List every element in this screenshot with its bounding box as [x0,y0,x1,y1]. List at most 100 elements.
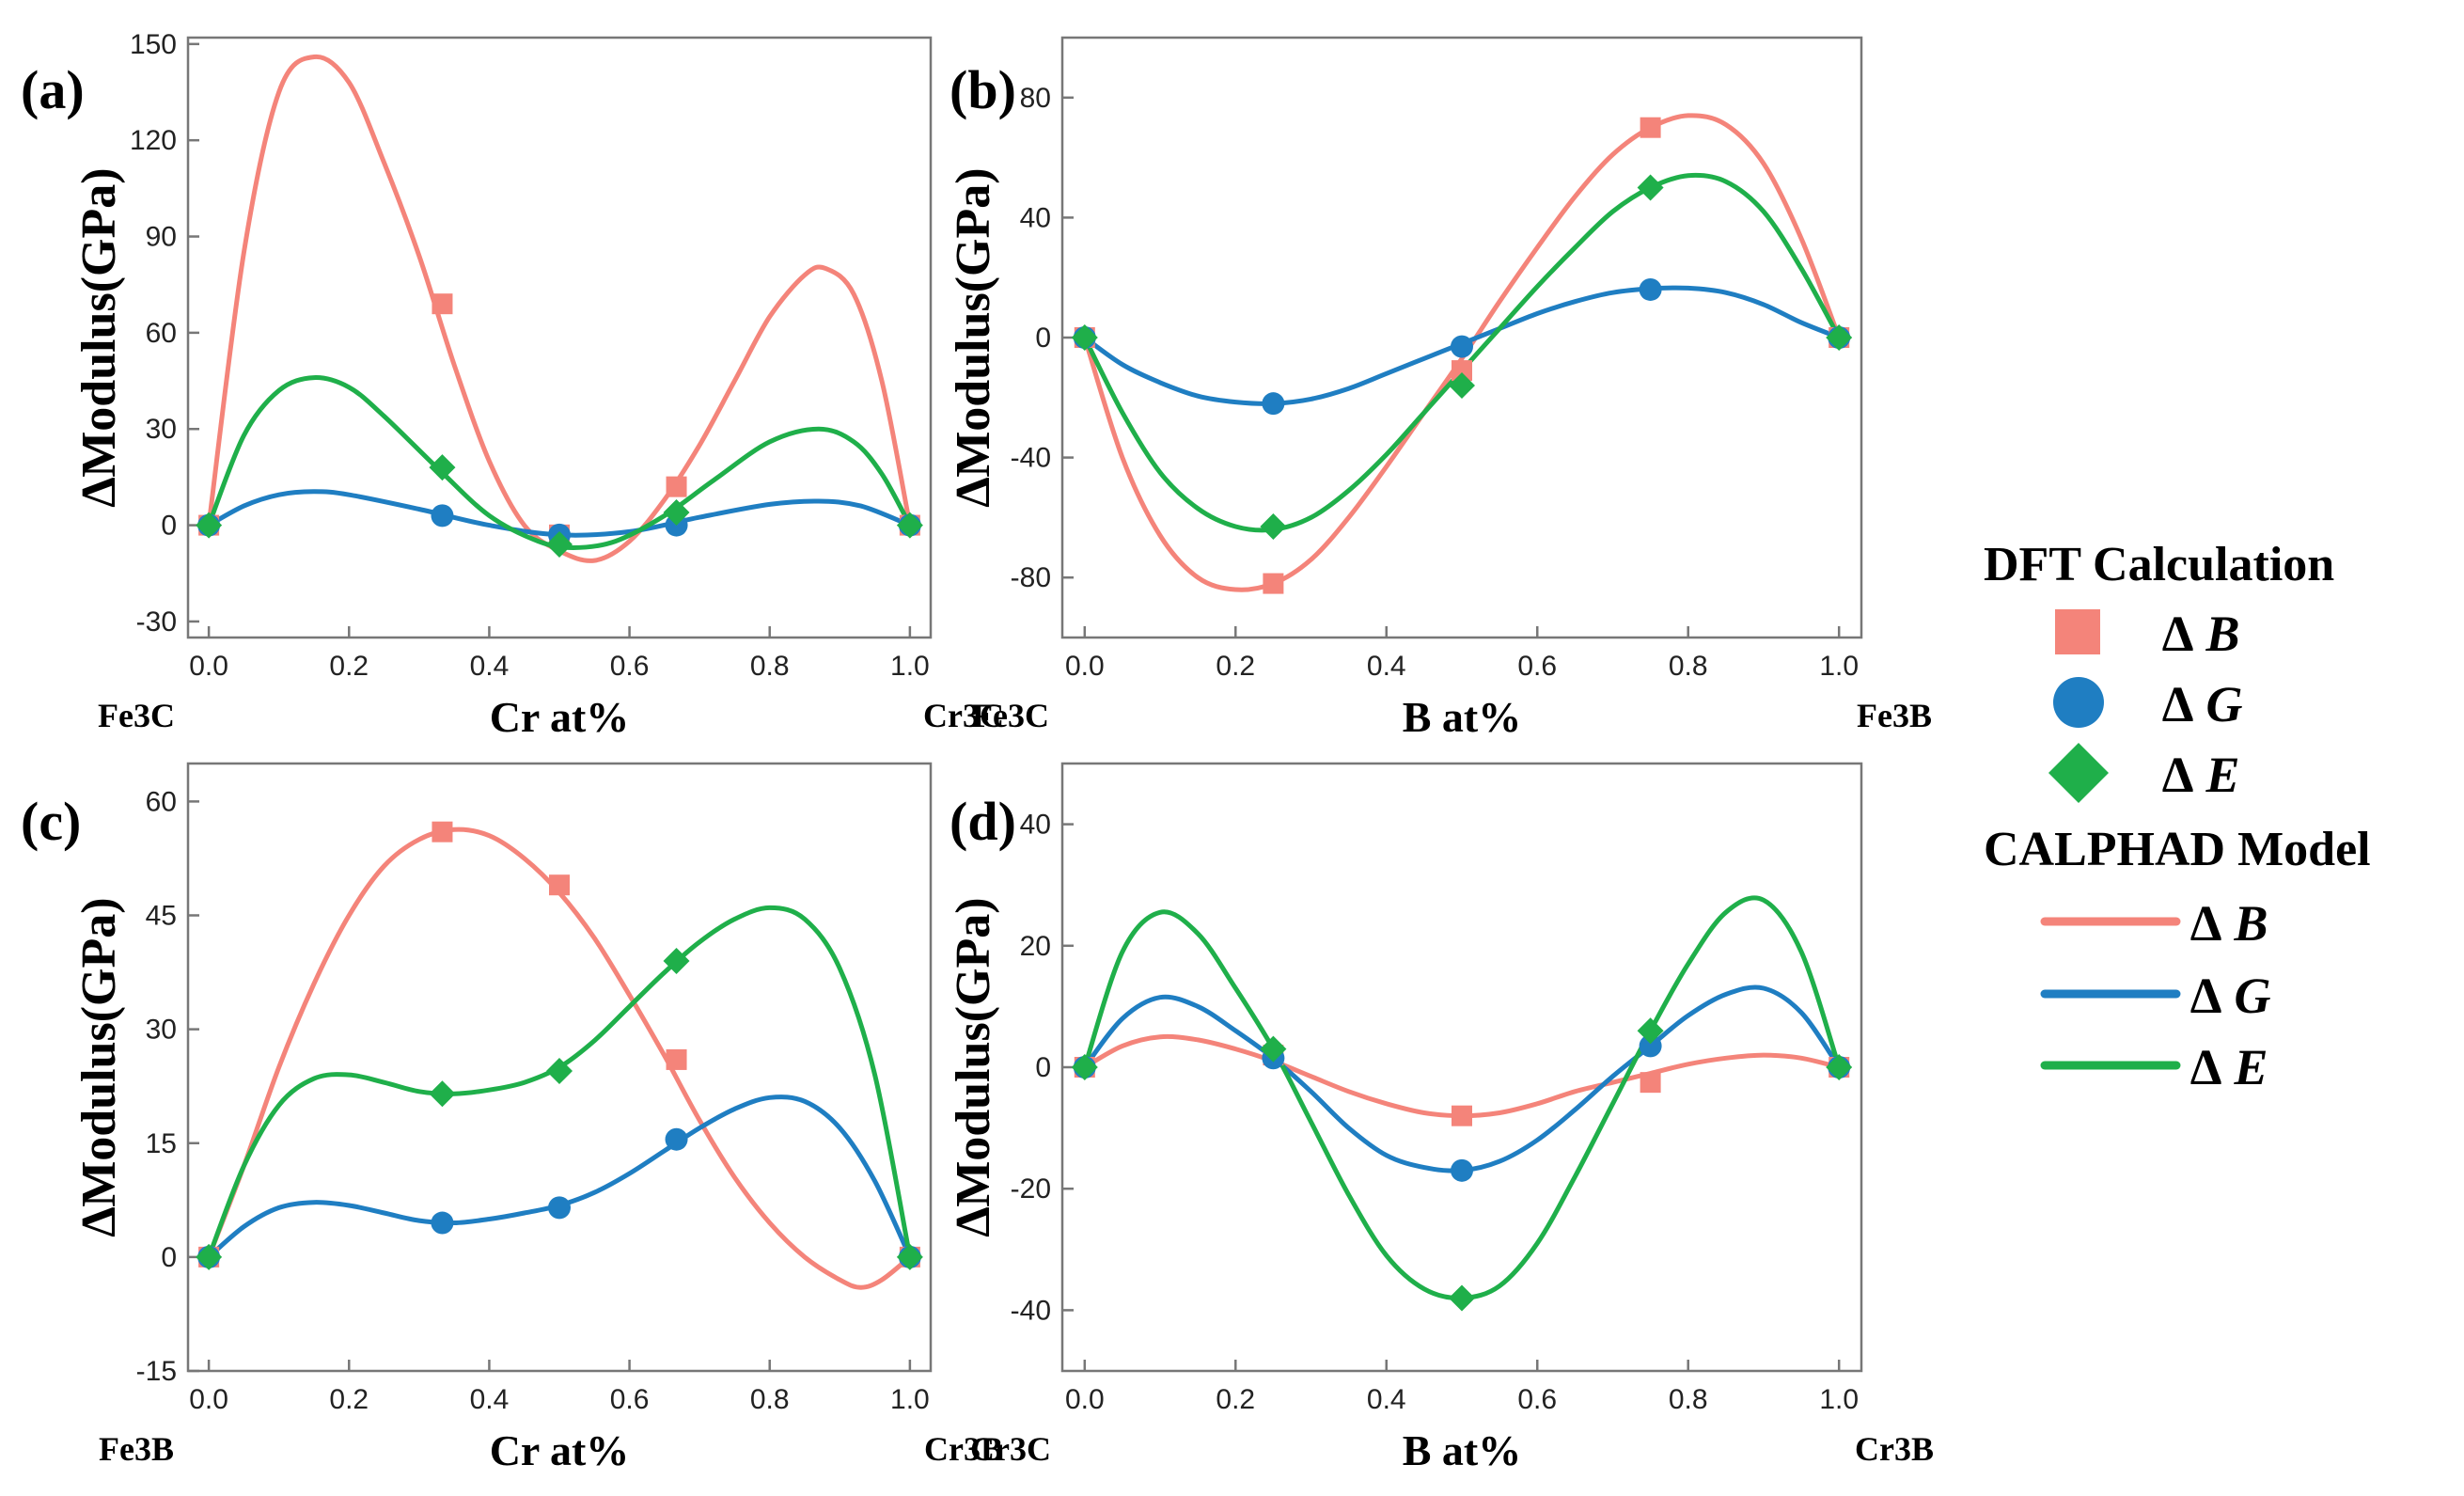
y-axis-label: ∆Modulus(GPa) [947,897,1000,1236]
panel-a: (a) 0.0 0.2 0.4 0.6 0.8 1.0 -30 0 30 60 90 120 150 Cr … [21,29,1004,741]
dft-point-B [666,1048,687,1070]
x-tick-label: 0.4 [1367,651,1406,682]
panel-b: (b) 0.0 0.2 0.4 0.6 0.8 1.0 -80 -40 0 40 80 B at% ∆Mo… [947,36,1932,741]
y-tick-label: -15 [136,1356,177,1387]
x-tick-label: 1.0 [1819,651,1859,682]
x-tick-label: 0.4 [470,651,510,682]
x-tick-label: 0.0 [189,1384,228,1415]
dft-point-E [896,1243,923,1270]
dft-point-G [1639,1034,1662,1058]
x-tick-label: 0.8 [1669,651,1708,682]
legend-calphad-label: ∆ B [2190,895,2268,952]
dft-point-B [1263,573,1284,594]
x-tick-label: 0.8 [1669,1384,1708,1415]
dft-point-B [1640,117,1661,138]
legend: DFT Calculation CALPHAD Model ∆ B∆ B∆ G∆… [1984,538,2371,1095]
dft-point-G [431,1211,454,1235]
y-tick-label: 120 [130,125,177,156]
legend-calphad-label: ∆ G [2190,968,2271,1024]
left-composition-label: Fe3C [98,697,175,734]
x-tick-label: 0.8 [750,651,790,682]
dft-point-E [546,531,573,559]
y-tick-label: 40 [1020,202,1051,233]
x-tick-label: 0.2 [329,651,369,682]
calphad-curve-B [1082,113,1842,592]
right-composition-label: Fe3B [1857,697,1932,734]
legend-calphad-title: CALPHAD Model [1984,823,2371,876]
plot-frame [1060,762,1863,1373]
y-tick-label: 0 [161,1242,177,1273]
plot-frame [186,762,933,1373]
x-tick-label: 0.6 [1517,651,1557,682]
y-tick-label: 0 [161,511,177,542]
y-tick-label: 30 [146,1015,177,1046]
x-tick-label: 0.2 [329,1384,369,1415]
legend-calphad-entry-G: ∆ G [2040,968,2271,1024]
dft-point-E [663,947,690,974]
y-tick-label: 60 [146,318,177,349]
calphad-curve-B [1083,1033,1840,1119]
legend-dft-label: ∆ B [2162,606,2240,662]
right-composition-label: Cr3C [923,697,1004,734]
dft-point-E [429,454,456,481]
panel-label: (d) [950,791,1016,852]
y-tick-label: 15 [146,1128,177,1159]
dft-point-E [429,1080,456,1108]
dft-point-E [1449,372,1475,400]
x-tick-label: 0.6 [610,1384,650,1415]
y-tick-label: 90 [146,222,177,253]
panel-label: (a) [21,59,85,120]
y-tick-label: 40 [1020,810,1051,841]
calphad-curve-B [206,54,913,563]
x-tick-label: 0.8 [750,1384,790,1415]
dft-point-G [1451,1158,1473,1182]
dft-point-E [1260,512,1287,540]
square-marker [2055,609,2100,654]
y-tick-label: 45 [146,901,177,932]
dft-point-G [1451,335,1473,358]
legend-items: ∆ B ∆ B ∆ G ∆ G ∆ E ∆ E [2040,606,2271,1095]
dft-point-E [1637,1017,1664,1045]
dft-point-E [1449,1284,1475,1312]
panel-d: (d) 0.0 0.2 0.4 0.6 0.8 1.0 -40 -20 0 20 40 B at% ∆Mo… [947,762,1934,1474]
left-composition-label: Fe3B [99,1430,174,1468]
right-composition-label: Cr3B [1855,1430,1934,1468]
dft-point-E [1826,1054,1853,1080]
x-tick-label: 1.0 [1819,1384,1859,1415]
dft-point-E [896,512,923,539]
y-tick-label: 20 [1020,931,1051,962]
y-axis-label: ∆Modulus(GPa) [72,167,126,507]
y-tick-label: 80 [1020,83,1051,114]
left-composition-label: Fe3C [972,697,1049,734]
dft-point-B [1452,1105,1472,1126]
y-tick-label: -40 [1011,443,1051,474]
dft-point-E [196,1243,223,1270]
legend-dft-label: ∆ E [2162,747,2240,803]
dft-point-B [666,476,687,497]
dft-point-E [1071,324,1098,351]
y-tick-label: -40 [1011,1295,1051,1326]
dft-point-B [1640,1072,1661,1094]
x-axis-label: B at% [1403,693,1522,741]
dft-point-B [432,821,453,842]
y-tick-label: 30 [146,414,177,445]
x-tick-label: 1.0 [890,1384,930,1415]
dft-point-E [663,498,690,526]
dft-point-G [431,504,454,528]
legend-dft-entry-B: ∆ B [2055,606,2240,662]
legend-calphad-entry-E: ∆ E [2040,1039,2268,1095]
circle-marker [2053,677,2104,728]
y-tick-label: 60 [146,786,177,817]
dft-point-E [1071,1054,1098,1080]
diamond-marker [2048,743,2109,803]
calphad-curve-G [1082,984,1842,1173]
x-tick-label: 0.6 [1517,1384,1557,1415]
dft-point-E [1637,174,1664,201]
y-axis-label: ∆Modulus(GPa) [947,167,1000,507]
legend-dft-entry-E: ∆ E [2048,743,2240,803]
dft-point-B [432,293,453,315]
x-tick-label: 0.0 [1065,651,1105,682]
x-tick-label: 0.4 [470,1384,510,1415]
x-axis-label: B at% [1403,1426,1522,1474]
